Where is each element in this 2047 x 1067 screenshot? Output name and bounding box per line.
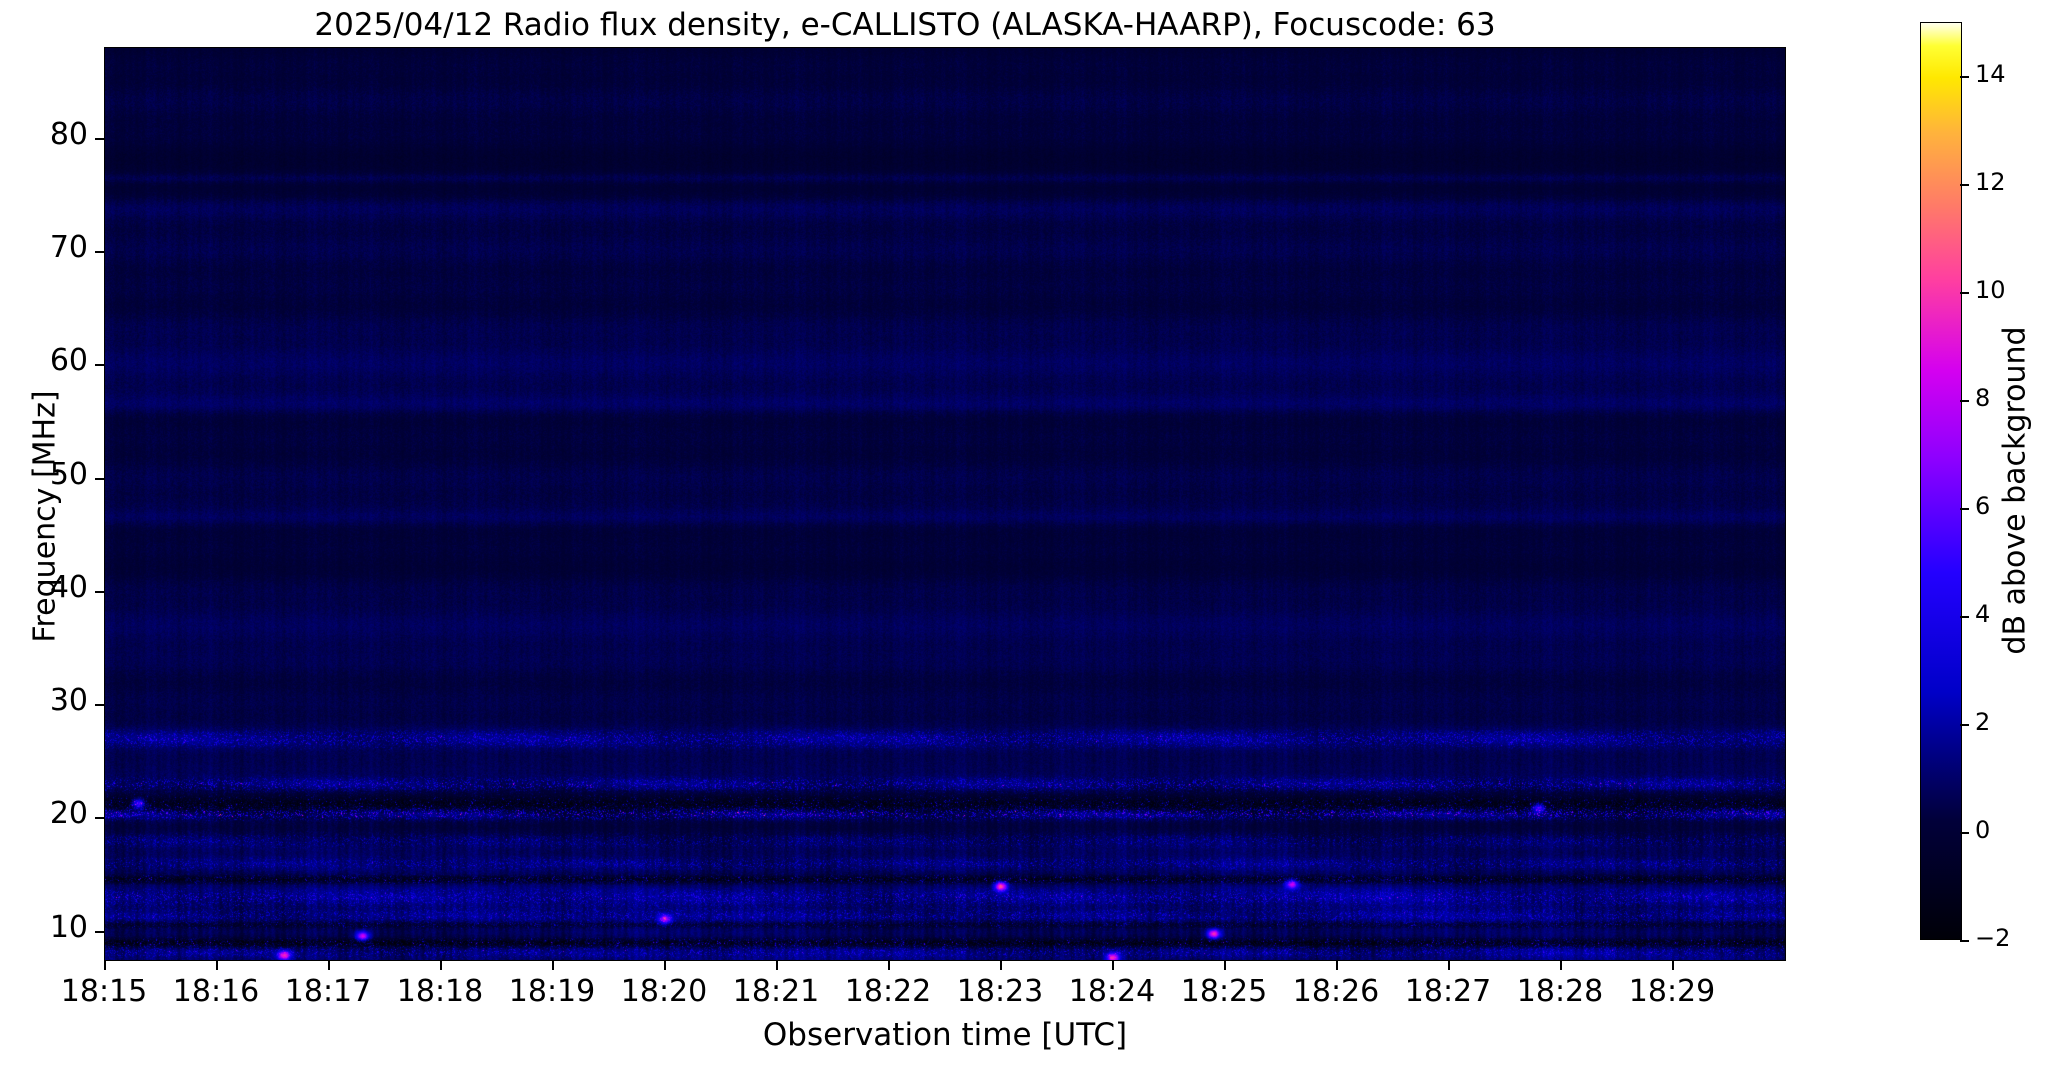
colorbar-tick-label: 4 xyxy=(1975,600,1991,628)
y-tick-mark xyxy=(95,930,104,933)
x-tick-mark xyxy=(1112,961,1114,970)
colorbar-tick-mark xyxy=(1960,76,1969,78)
x-tick-label: 18:29 xyxy=(1628,974,1716,1009)
x-tick-mark xyxy=(664,961,666,970)
colorbar-tick-label: 14 xyxy=(1975,60,2006,88)
colorbar-tick-mark xyxy=(1960,184,1969,186)
colorbar-tick-mark xyxy=(1960,292,1969,294)
y-axis-label: Frequency [MHz] xyxy=(27,390,63,643)
colorbar-tick-label: 10 xyxy=(1975,276,2006,304)
colorbar-tick-label: 6 xyxy=(1975,492,1991,520)
x-tick-label: 18:17 xyxy=(284,974,372,1009)
y-tick-mark xyxy=(95,364,104,367)
x-tick-label: 18:20 xyxy=(620,974,708,1009)
x-tick-mark xyxy=(104,961,106,970)
x-tick-mark xyxy=(1672,961,1674,970)
colorbar-tick-label: 12 xyxy=(1975,168,2006,196)
spectrogram-image xyxy=(105,48,1785,960)
colorbar-tick-mark xyxy=(1960,724,1969,726)
y-tick-label: 30 xyxy=(49,683,88,719)
x-tick-label: 18:15 xyxy=(60,974,148,1009)
y-tick-mark xyxy=(95,817,104,820)
y-tick-mark xyxy=(95,704,104,707)
x-tick-mark xyxy=(328,961,330,970)
spectrogram-axes xyxy=(104,47,1786,961)
x-tick-label: 18:16 xyxy=(172,974,260,1009)
y-tick-label: 10 xyxy=(49,909,88,945)
colorbar-tick-label: 8 xyxy=(1975,384,1991,412)
x-tick-label: 18:26 xyxy=(1292,974,1380,1009)
x-tick-mark xyxy=(216,961,218,970)
x-axis-label: Observation time [UTC] xyxy=(762,1017,1128,1053)
y-tick-label: 50 xyxy=(49,456,88,492)
x-tick-mark xyxy=(440,961,442,970)
x-axis: 18:15 18:16 18:17 18:18 18:19 18:20 18:21 18:22… xyxy=(61,961,1786,1021)
x-tick-label: 18:27 xyxy=(1404,974,1492,1009)
y-tick-80: 80 xyxy=(0,117,104,152)
colorbar-tick-label: −2 xyxy=(1975,924,2011,952)
colorbar-tick-label: 2 xyxy=(1975,708,1991,736)
colorbar-tick-label: 0 xyxy=(1975,816,1991,844)
y-axis: Frequency [MHz] 80 70 60 50 40 30 20 10 xyxy=(0,47,104,961)
y-tick-30: 30 xyxy=(0,683,104,718)
y-tick-60: 60 xyxy=(0,343,104,378)
y-tick-mark xyxy=(95,250,104,253)
x-tick-mark xyxy=(1224,961,1226,970)
x-tick-mark xyxy=(776,961,778,970)
y-tick-70: 70 xyxy=(0,230,104,265)
x-tick-label: 18:23 xyxy=(956,974,1044,1009)
x-tick-mark xyxy=(888,961,890,970)
y-tick-label: 80 xyxy=(49,116,88,152)
y-tick-label: 60 xyxy=(49,343,88,379)
y-tick-label: 20 xyxy=(49,796,88,832)
y-tick-20: 20 xyxy=(0,796,104,831)
y-tick-mark xyxy=(95,590,104,593)
colorbar-group: 14 12 10 8 6 4 2 0 −2 dB above background xyxy=(1920,22,2047,962)
colorbar-tick-mark xyxy=(1960,832,1969,834)
colorbar-gradient xyxy=(1921,23,1961,939)
x-tick-label: 18:28 xyxy=(1516,974,1604,1009)
x-tick-label: 18:24 xyxy=(1068,974,1156,1009)
y-tick-40: 40 xyxy=(0,570,104,605)
colorbar xyxy=(1920,22,1962,940)
colorbar-tick-mark xyxy=(1960,616,1969,618)
y-tick-mark xyxy=(95,137,104,140)
x-tick-label: 18:25 xyxy=(1180,974,1268,1009)
colorbar-label: dB above background xyxy=(1997,326,2033,655)
y-tick-50: 50 xyxy=(0,457,104,492)
y-tick-mark xyxy=(95,477,104,480)
colorbar-tick-mark xyxy=(1960,940,1969,942)
x-tick-label: 18:22 xyxy=(844,974,932,1009)
y-tick-label: 40 xyxy=(49,569,88,605)
x-tick-mark xyxy=(1448,961,1450,970)
y-tick-10: 10 xyxy=(0,910,104,945)
x-tick-mark xyxy=(1336,961,1338,970)
x-tick-label: 18:21 xyxy=(732,974,820,1009)
colorbar-ticks: 14 12 10 8 6 4 2 0 −2 xyxy=(1960,22,2047,952)
colorbar-tick-mark xyxy=(1960,508,1969,510)
x-tick-mark xyxy=(1560,961,1562,970)
x-tick-label: 18:18 xyxy=(396,974,484,1009)
x-tick-label: 18:19 xyxy=(508,974,596,1009)
x-tick-mark xyxy=(552,961,554,970)
page-title: 2025/04/12 Radio flux density, e-CALLIST… xyxy=(314,7,1496,43)
y-tick-label: 70 xyxy=(49,229,88,265)
colorbar-tick-mark xyxy=(1960,400,1969,402)
x-tick-mark xyxy=(1000,961,1002,970)
